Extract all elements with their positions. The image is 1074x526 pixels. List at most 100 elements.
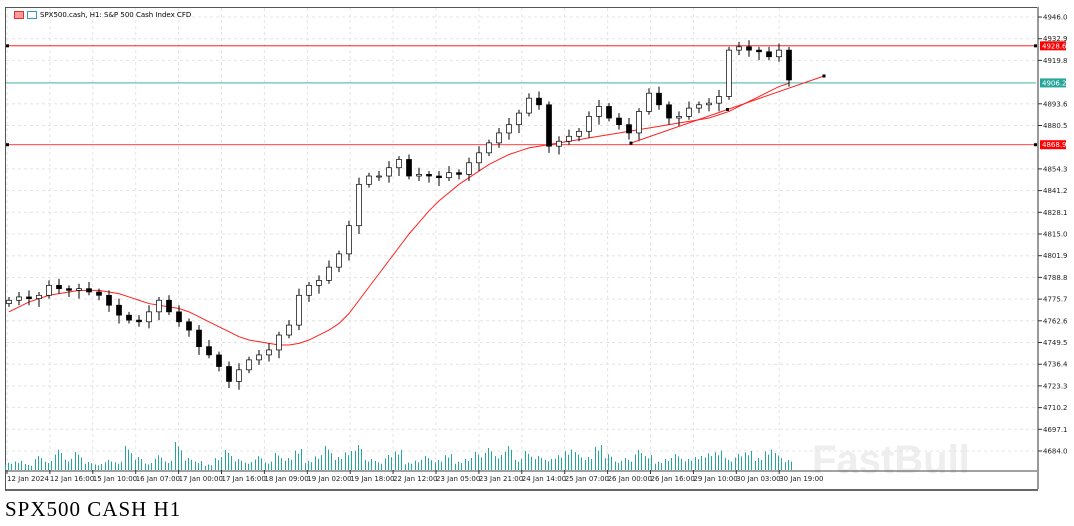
x-tick-label: 12 Jan 16:00 — [50, 475, 94, 483]
candle-body — [406, 159, 412, 177]
level-anchor — [6, 44, 9, 48]
candle-body — [476, 152, 482, 164]
volume-bar — [381, 463, 382, 470]
volume-bar — [758, 457, 759, 470]
volume-bar — [148, 464, 149, 470]
volume-bar — [515, 459, 516, 470]
volume-bar — [721, 450, 722, 470]
y-tick-label: 4684.0 — [1043, 448, 1068, 456]
volume-bar — [418, 462, 419, 470]
candle-body — [526, 97, 532, 114]
volume-bar — [261, 458, 262, 470]
volume-bar — [558, 455, 559, 470]
volume-bar — [578, 454, 579, 470]
volume-bar — [28, 464, 29, 470]
volume-bar — [38, 456, 39, 470]
volume-bar — [161, 457, 162, 470]
volume-bar — [361, 449, 362, 470]
volume-bar — [778, 455, 779, 470]
volume-bar — [765, 451, 766, 470]
volume-bar — [368, 461, 369, 470]
volume-bar — [775, 453, 776, 470]
volume-bar — [25, 464, 26, 470]
candle-body — [356, 183, 362, 227]
level-anchor — [6, 143, 9, 147]
volume-bar — [568, 454, 569, 470]
x-tick-label: 16 Jan 07:00 — [136, 475, 180, 483]
volume-bar — [581, 457, 582, 470]
volume-bar — [75, 452, 76, 470]
volume-bar — [588, 457, 589, 470]
y-tick-label: 4736.4 — [1043, 361, 1068, 369]
candle-body — [666, 104, 672, 119]
volume-bar — [738, 454, 739, 470]
volume-bar — [415, 460, 416, 470]
volume-bar — [131, 453, 132, 470]
volume-bar — [255, 459, 256, 470]
candle-body — [366, 175, 372, 185]
x-tick-label: 22 Jan 12:00 — [393, 475, 437, 483]
volume-bar — [95, 464, 96, 470]
volume-bar — [601, 445, 602, 470]
volume-bar — [188, 458, 189, 470]
volume-bar — [281, 458, 282, 470]
candle-body — [146, 311, 152, 323]
volume-bar — [605, 458, 606, 470]
volume-bar — [705, 457, 706, 470]
candle-body — [36, 294, 42, 299]
candle-body — [456, 172, 462, 175]
volume-bar — [648, 458, 649, 470]
x-tick-label: 30 Jan 03:00 — [736, 475, 780, 483]
candle-body — [426, 174, 432, 177]
chart-frame — [5, 7, 1038, 491]
candle-body — [786, 49, 792, 81]
chart-title: SPX500.cash, H1: S&P 500 Cash Index CFD — [40, 11, 192, 19]
volume-bar — [471, 457, 472, 470]
volume-bar — [128, 449, 129, 470]
y-tick-label: 4697.1 — [1043, 426, 1068, 434]
volume-bar — [491, 451, 492, 470]
moving-average-line — [8, 82, 790, 346]
volume-bar — [288, 458, 289, 470]
volume-bar — [325, 446, 326, 470]
candle-body — [486, 142, 492, 154]
volume-bar — [268, 463, 269, 470]
volume-bar — [21, 460, 22, 470]
volume-bar — [258, 456, 259, 470]
volume-bar — [715, 452, 716, 470]
volume-bar — [451, 454, 452, 470]
volume-bar — [685, 461, 686, 470]
volume-bar — [551, 459, 552, 470]
volume-bar — [328, 449, 329, 470]
volume-bar — [408, 462, 409, 470]
level-anchor — [1034, 143, 1037, 147]
volume-bar — [781, 458, 782, 470]
candle-body — [626, 124, 632, 134]
candle-body — [516, 112, 522, 126]
candle-body — [726, 49, 732, 97]
candle-body — [266, 349, 272, 356]
candle-body — [286, 324, 292, 336]
candle-body — [166, 299, 172, 313]
volume-bar — [465, 458, 466, 470]
candle-body — [436, 175, 442, 179]
candle-body — [546, 104, 552, 147]
candle-body — [636, 111, 642, 134]
volume-bar — [625, 458, 626, 470]
y-tick-label: 4710.2 — [1043, 404, 1068, 412]
x-tick-label: 25 Jan 07:00 — [565, 475, 609, 483]
volume-bar — [271, 461, 272, 470]
candle-body — [706, 102, 712, 106]
volume-bar — [41, 458, 42, 470]
volume-bar — [265, 462, 266, 470]
candle-body — [256, 354, 262, 361]
candle-body — [306, 285, 312, 296]
level-anchor — [1034, 44, 1037, 48]
volume-bar — [371, 458, 372, 470]
volume-bar — [355, 451, 356, 470]
candle-body — [686, 107, 692, 117]
candle-body — [226, 366, 232, 382]
candle-body — [16, 296, 22, 301]
volume-bar — [575, 452, 576, 470]
